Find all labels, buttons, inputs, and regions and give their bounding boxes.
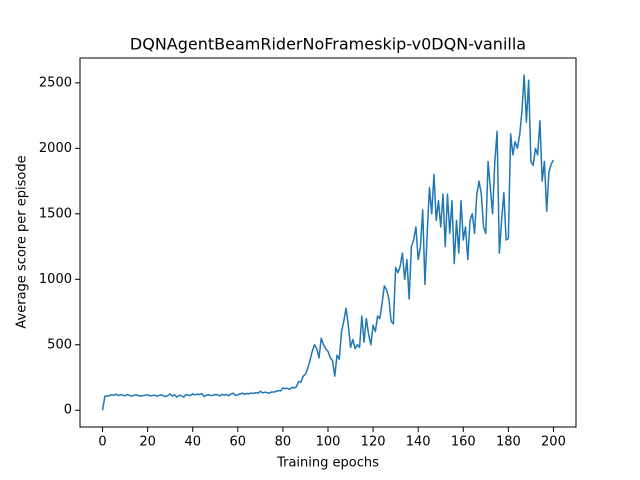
y-axis-label: Average score per episode (15, 155, 30, 328)
x-tick-label: 200 (541, 435, 566, 450)
x-tick-label: 120 (361, 435, 386, 450)
y-tick-label: 1500 (39, 206, 72, 221)
axes-frame (79, 57, 577, 428)
x-tick-label: 100 (316, 435, 341, 450)
y-tick-label: 0 (64, 403, 72, 418)
x-tick-label: 0 (98, 435, 106, 450)
y-tick-label: 1000 (39, 272, 72, 287)
y-tick-label: 2500 (39, 75, 72, 90)
x-tick-label: 80 (275, 435, 292, 450)
y-tick-label: 500 (47, 337, 72, 352)
x-axis-label: Training epochs (276, 456, 379, 471)
x-tick-label: 180 (496, 435, 521, 450)
x-tick-label: 160 (451, 435, 476, 450)
x-tick-label: 140 (406, 435, 431, 450)
data-line (101, 74, 555, 411)
x-tick-label: 60 (230, 435, 247, 450)
chart-title: DQNAgentBeamRiderNoFrameskip-v0DQN-vanil… (130, 35, 526, 54)
x-tick-label: 40 (184, 435, 201, 450)
y-tick-label: 2000 (39, 141, 72, 156)
x-tick-label: 20 (139, 435, 156, 450)
